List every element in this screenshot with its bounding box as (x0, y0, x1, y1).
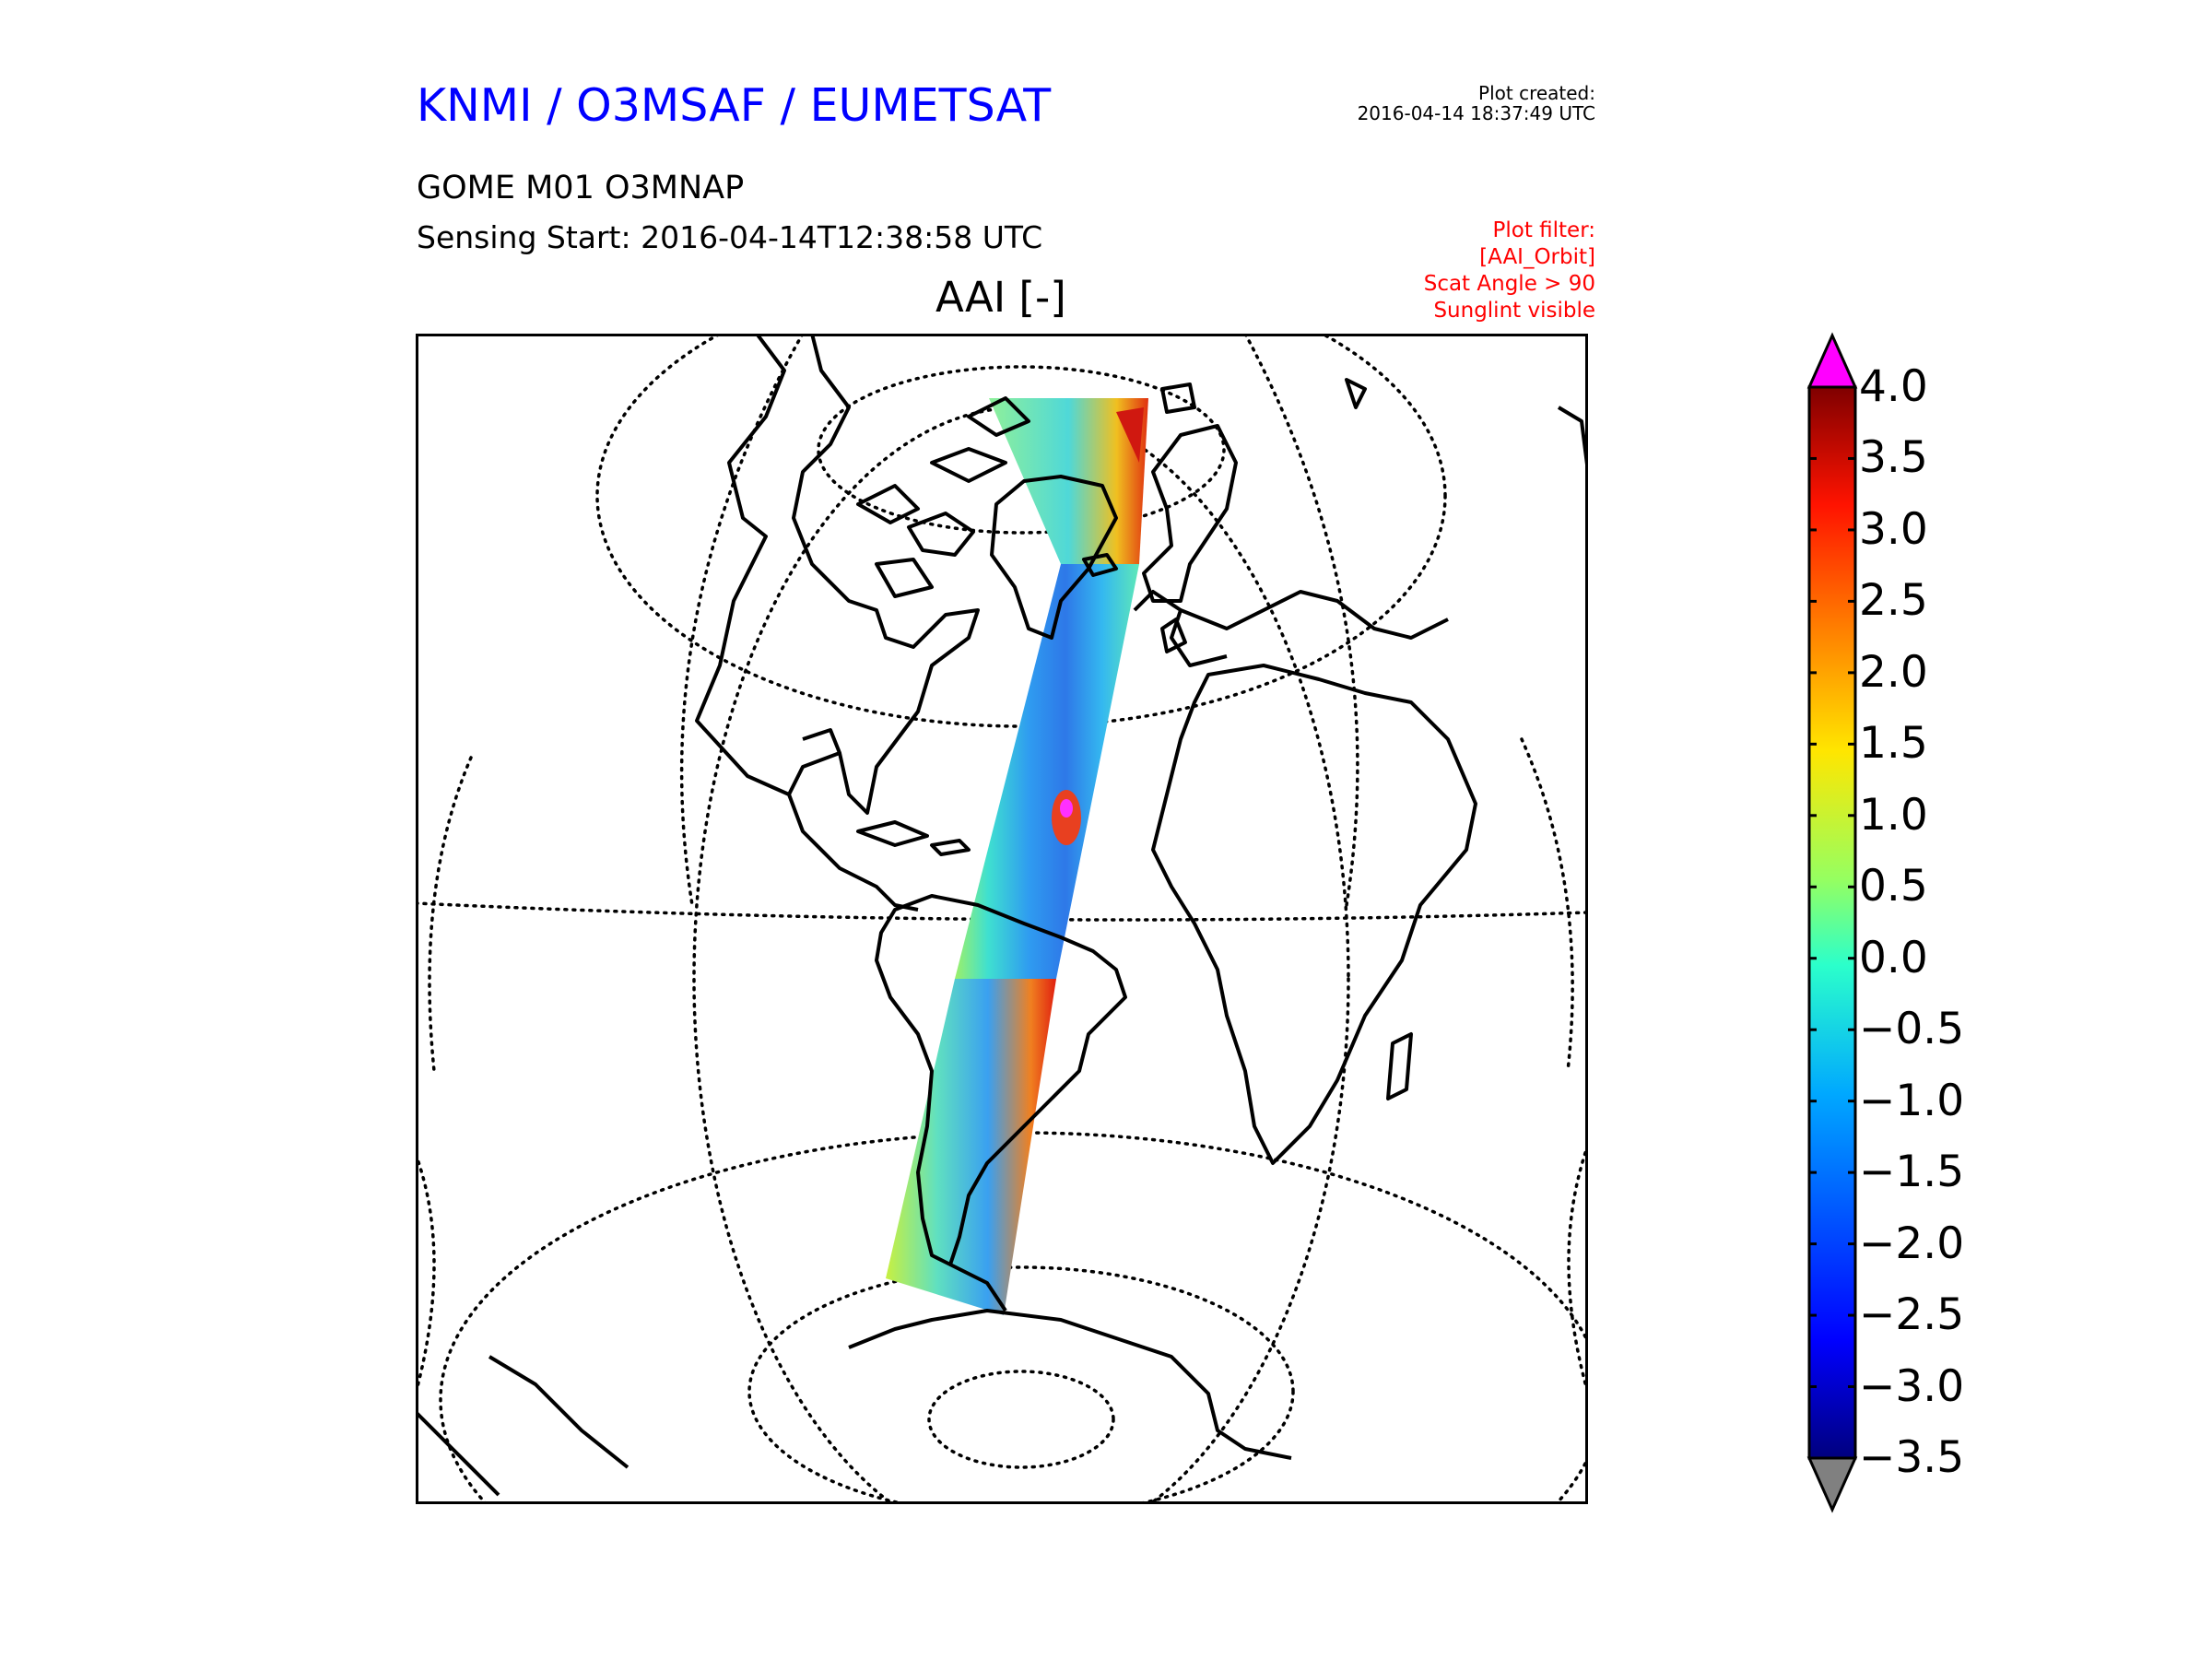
coastline-central-america (787, 794, 919, 912)
colorbar-tick-label: 1.0 (1859, 789, 1928, 841)
colorbar-tick-label: 0.0 (1859, 932, 1928, 983)
plot-filter-heading: Plot filter: (1492, 218, 1595, 242)
plot-created-info: Plot created: 2016-04-14 18:37:49 UTC (1358, 83, 1595, 124)
colorbar-tick-label: −2.0 (1859, 1218, 1965, 1269)
coastline-antarctica (848, 1309, 1292, 1460)
colorbar-tick-label: −0.5 (1859, 1004, 1965, 1055)
colorbar-tick-label: −1.5 (1859, 1147, 1965, 1198)
colorbar-tick-label: 3.0 (1859, 503, 1928, 555)
coastline-greenland (990, 475, 1118, 640)
colorbar-over-triangle (1806, 332, 1858, 389)
swath-north (989, 398, 1148, 564)
sensing-start: Sensing Start: 2016-04-14T12:38:58 UTC (417, 219, 1043, 255)
colorbar-tick-label: −2.5 (1859, 1289, 1965, 1341)
aai-swath (886, 398, 1148, 1315)
colorbar-ticks (1809, 385, 1855, 1460)
colorbar (1806, 332, 1858, 1513)
swath-south (886, 979, 1056, 1315)
coastline-north-america (695, 334, 980, 815)
colorbar-tick-label: 3.5 (1859, 432, 1928, 484)
coastline-africa (1151, 664, 1477, 1165)
plot-created-label: Plot created: (1478, 82, 1595, 104)
plot-created-timestamp: 2016-04-14 18:37:49 UTC (1357, 102, 1595, 124)
coastlines (416, 334, 1588, 1497)
product-name: GOME M01 O3MNAP (417, 170, 745, 206)
coastline-europe (1142, 424, 1238, 603)
map-panel (416, 334, 1588, 1504)
colorbar-tick-label: −3.0 (1859, 1360, 1965, 1412)
colorbar-under-triangle (1806, 1456, 1858, 1513)
colorbar-tick-label: 4.0 (1859, 361, 1928, 412)
colorbar-tick-label: −3.5 (1859, 1432, 1965, 1483)
colorbar-tick-label: −1.0 (1859, 1075, 1965, 1126)
swath-mid (955, 564, 1139, 979)
colorbar-tick-label: 2.5 (1859, 575, 1928, 627)
plot-filter-line: Scat Angle > 90 (1423, 272, 1595, 296)
colorbar-scale (1807, 385, 1857, 1460)
colorbar-tick-label: 0.5 (1859, 861, 1928, 912)
colorbar-tick-label: 1.5 (1859, 718, 1928, 770)
organization-title: KNMI / O3MSAF / EUMETSAT (417, 79, 1052, 132)
map-border (416, 334, 1588, 1504)
map-title: AAI [-] (935, 273, 1066, 322)
colorbar-tick-label: 2.0 (1859, 646, 1928, 698)
plot-filter: Plot filter: [AAI_Orbit] Scat Angle > 90… (1424, 218, 1595, 324)
plot-filter-line: Sunglint visible (1433, 299, 1595, 323)
coastline-south-america (875, 894, 1127, 1266)
plot-filter-line: [AAI_Orbit] (1479, 245, 1595, 269)
